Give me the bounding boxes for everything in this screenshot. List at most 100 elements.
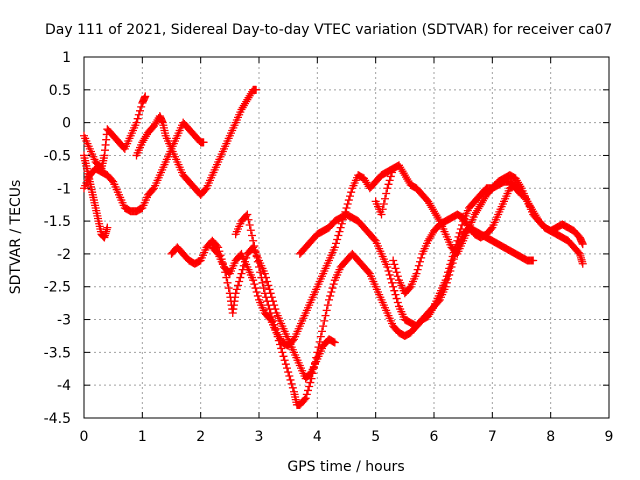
data-point — [383, 263, 392, 272]
data-point — [446, 266, 455, 275]
data-point — [265, 285, 274, 294]
data-point — [224, 284, 233, 293]
data-point — [330, 338, 339, 347]
series-3 — [80, 85, 261, 216]
data-point — [377, 210, 386, 219]
data-point — [222, 273, 231, 282]
data-point — [288, 383, 297, 392]
y-tick-label: -0.5 — [44, 148, 71, 164]
x-tick-label: 2 — [196, 429, 205, 445]
data-point — [327, 287, 336, 296]
data-point — [263, 277, 272, 286]
data-point — [384, 180, 393, 189]
data-point — [264, 301, 273, 310]
data-point — [255, 263, 263, 272]
y-tick-label: 0 — [62, 116, 71, 132]
data-point — [329, 337, 338, 346]
data-point — [381, 194, 389, 203]
grid — [84, 57, 609, 418]
chart-title: Day 111 of 2021, Sidereal Day-to-day VTE… — [45, 22, 612, 38]
x-tick-label: 5 — [371, 429, 380, 445]
data-point — [386, 172, 395, 181]
data-points — [80, 85, 587, 409]
data-point — [236, 273, 245, 282]
data-point — [287, 379, 296, 388]
data-point — [388, 168, 396, 177]
data-point — [285, 371, 294, 380]
data-point — [304, 386, 312, 395]
data-point — [336, 223, 345, 232]
x-tick-labels: 0 1 2 3 4 5 6 7 8 9 — [80, 429, 614, 445]
data-point — [323, 301, 332, 310]
y-tick-label: -4 — [57, 378, 71, 394]
data-point — [256, 268, 265, 277]
data-point — [385, 270, 394, 279]
data-point — [267, 312, 276, 321]
data-point — [252, 287, 261, 296]
data-point — [308, 369, 317, 378]
data-point — [276, 340, 284, 349]
y-tick-label: -2.5 — [44, 280, 71, 296]
data-point — [246, 226, 255, 235]
data-point — [416, 257, 424, 266]
axis-ticks — [83, 56, 610, 419]
data-point — [271, 324, 280, 333]
data-point — [273, 332, 282, 341]
data-point — [328, 284, 337, 293]
data-point — [392, 294, 401, 303]
data-point — [270, 320, 279, 329]
data-point — [253, 291, 262, 300]
data-point — [245, 221, 254, 230]
x-tick-label: 0 — [80, 429, 89, 445]
series-6 — [208, 164, 398, 350]
data-point — [279, 352, 288, 361]
data-point — [578, 259, 587, 268]
data-point — [259, 284, 268, 293]
data-point — [383, 184, 392, 193]
data-point — [264, 281, 273, 290]
data-point — [313, 348, 322, 357]
data-point — [272, 328, 281, 337]
y-tick-label: 0.5 — [49, 83, 71, 99]
data-point — [332, 239, 340, 248]
series-1 — [80, 92, 150, 173]
data-point — [390, 286, 399, 295]
data-point — [250, 242, 259, 251]
data-point — [231, 289, 240, 298]
data-point — [449, 255, 458, 264]
y-tick-label: -1.5 — [44, 214, 71, 230]
data-point — [244, 215, 253, 224]
data-point — [103, 223, 112, 232]
data-point — [316, 332, 325, 341]
data-point — [249, 276, 258, 285]
x-tick-label: 4 — [313, 429, 322, 445]
data-point — [251, 284, 260, 293]
data-point — [447, 263, 456, 272]
data-point — [448, 259, 457, 268]
x-axis-label: GPS time / hours — [287, 459, 404, 475]
data-point — [260, 269, 269, 278]
data-point — [312, 353, 321, 362]
y-tick-label: -1 — [57, 181, 71, 197]
data-point — [344, 196, 353, 205]
data-point — [307, 374, 316, 383]
series-5 — [167, 236, 339, 383]
data-point — [384, 266, 393, 275]
data-point — [382, 189, 391, 198]
x-tick-label: 6 — [430, 429, 439, 445]
data-point — [441, 282, 450, 291]
y-tick-label: -3.5 — [44, 345, 71, 361]
data-point — [300, 395, 309, 404]
data-point — [283, 364, 291, 373]
data-point — [385, 176, 394, 185]
data-point — [386, 274, 395, 283]
data-point — [253, 257, 262, 266]
data-point — [257, 273, 266, 282]
data-point — [334, 231, 343, 240]
data-point — [320, 316, 329, 325]
data-point — [417, 253, 426, 262]
data-point — [390, 260, 399, 269]
series-10 — [389, 180, 587, 298]
data-point — [249, 236, 258, 245]
data-point — [263, 297, 272, 306]
